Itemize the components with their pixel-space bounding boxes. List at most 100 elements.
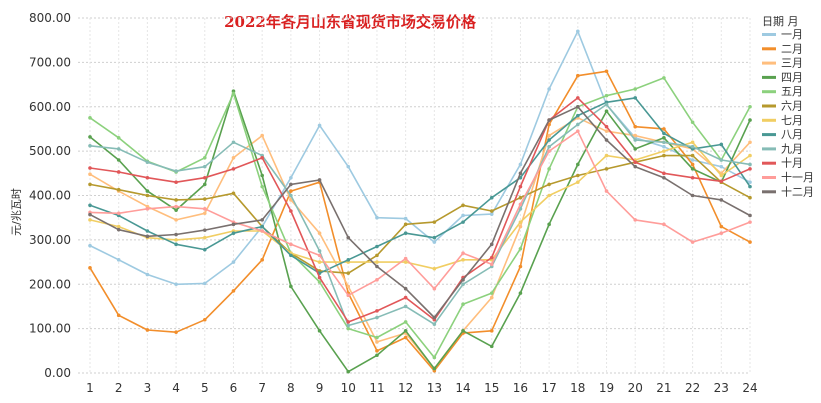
data-point [748,162,752,167]
data-point [547,87,551,91]
data-point [748,118,752,122]
data-point [317,329,322,333]
series-9 [88,102,752,328]
series-line [89,97,751,275]
data-point [748,140,752,145]
data-point [432,240,437,244]
data-point [719,142,724,147]
data-point [518,202,523,207]
data-point [518,162,523,167]
data-point [231,260,236,264]
data-point [719,173,724,178]
y-axis-tick-labels: 0.00 100.00 200.00 300.00 400.00 500.00 600.00… [29,11,71,380]
data-point [145,193,150,198]
x-tick-label: 5 [201,381,209,395]
data-point [403,295,408,300]
legend-entry: 七月 [781,114,803,127]
data-point [547,193,551,198]
legend-swatch [762,75,776,79]
series-layer [88,29,752,374]
data-point [461,213,465,218]
data-point [145,160,150,165]
data-point [461,329,465,333]
data-point [231,222,236,227]
legend-swatch [762,147,776,151]
data-point [375,353,379,358]
data-point [489,262,494,267]
data-point [346,293,351,298]
data-point [289,242,293,247]
data-point [662,76,666,80]
data-point [231,140,236,145]
data-point [88,135,92,139]
legend-swatch [762,190,776,194]
data-point [748,167,752,171]
data-point [662,140,666,145]
data-point [633,218,638,222]
data-point [576,113,580,118]
x-tick-label: 4 [172,381,180,395]
data-point [662,222,666,227]
data-point [547,133,551,138]
data-point [662,136,666,140]
data-point [231,167,236,171]
data-point [231,91,236,96]
series-1 [88,29,752,287]
x-tick-label: 20 [628,381,643,395]
x-tick-label: 14 [455,381,470,395]
y-axis-label: 元/兆瓦时 [10,188,23,236]
data-point [547,149,551,153]
x-tick-label: 9 [316,381,324,395]
data-point [317,253,322,258]
data-point [461,302,465,307]
data-point [260,173,264,178]
data-point [174,208,178,212]
data-point [489,212,494,216]
data-point [88,172,92,176]
data-point [604,93,609,98]
data-point [202,281,207,286]
data-point [489,295,494,300]
data-point [690,140,695,145]
data-point [576,96,580,100]
data-point [317,275,322,280]
x-tick-label: 11 [369,381,384,395]
data-point [690,162,695,167]
legend-entry: 二月 [781,42,803,55]
series-line [89,141,751,270]
series-7 [88,140,752,271]
data-point [690,158,695,162]
y-tick-label: 600.00 [29,100,71,114]
data-point [662,127,666,131]
data-point [260,258,264,262]
data-point [88,266,92,270]
y-tick-label: 0.00 [44,366,71,380]
legend-entry: 十月 [781,156,803,170]
data-point [116,147,121,151]
data-point [489,209,494,213]
data-point [202,182,207,187]
series-line [89,154,751,275]
data-point [202,207,207,211]
data-point [260,133,264,138]
y-tick-label: 800.00 [29,11,71,25]
data-point [116,211,121,216]
series-line [89,30,751,286]
data-point [518,171,523,176]
series-line [89,97,751,323]
data-point [116,227,121,232]
x-tick-label: 15 [484,381,499,395]
data-point [174,330,178,334]
data-point [690,120,695,125]
series-6 [88,153,752,275]
legend-entry: 三月 [781,57,803,70]
data-point [432,235,437,240]
x-tick-label: 19 [599,381,614,395]
data-point [375,315,379,320]
x-tick-label: 23 [714,381,729,395]
data-point [174,204,178,209]
data-point [547,222,551,227]
data-point [116,187,121,192]
x-tick-label: 6 [230,381,238,395]
data-point [375,349,379,353]
